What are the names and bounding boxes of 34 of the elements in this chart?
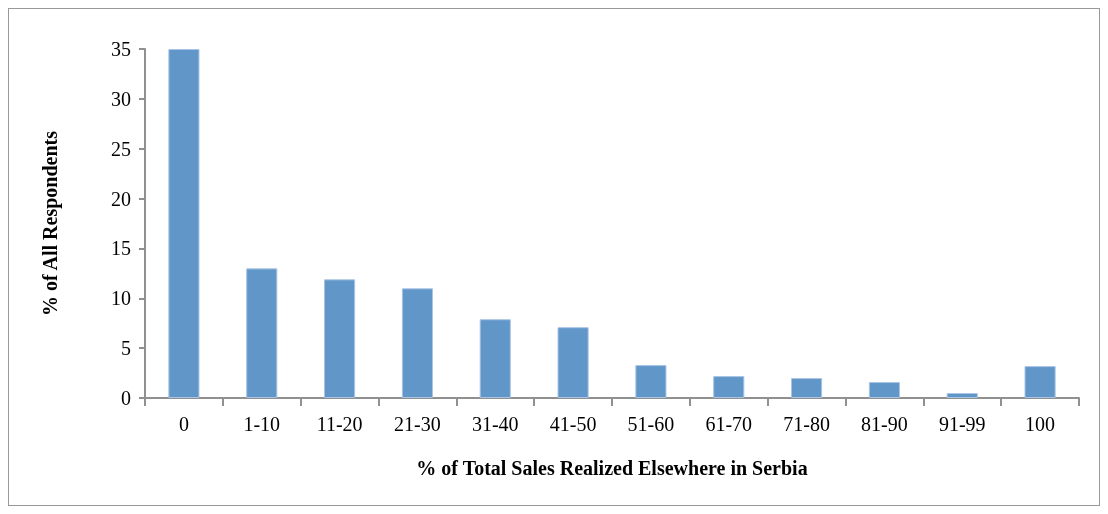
bar bbox=[246, 268, 278, 398]
bar bbox=[713, 376, 745, 398]
y-tick-label: 10 bbox=[111, 287, 131, 310]
x-tick-label: 21-30 bbox=[394, 413, 441, 435]
x-tick-label: 100 bbox=[1025, 413, 1056, 435]
x-axis-title: % of Total Sales Realized Elsewhere in Serbia bbox=[416, 457, 808, 479]
x-tick-label: 11-20 bbox=[316, 413, 363, 435]
y-tick-label: 35 bbox=[111, 38, 131, 60]
bar bbox=[635, 365, 667, 398]
bar bbox=[946, 393, 978, 398]
x-tick-label: 1-10 bbox=[243, 413, 281, 435]
bar bbox=[791, 378, 823, 398]
y-axis-title: % of All Respondents bbox=[39, 130, 62, 317]
y-tick-label: 15 bbox=[111, 237, 131, 260]
bar bbox=[401, 288, 433, 398]
x-tick-label: 71-80 bbox=[783, 413, 830, 435]
bar bbox=[1024, 366, 1056, 398]
bar bbox=[324, 279, 356, 398]
x-tick-label: 0 bbox=[178, 413, 189, 435]
y-tick-label: 25 bbox=[111, 137, 131, 160]
y-tick-label: 0 bbox=[121, 387, 131, 409]
x-tick-label: 61-70 bbox=[705, 413, 753, 435]
y-tick-label: 5 bbox=[121, 337, 131, 360]
y-tick-label: 30 bbox=[111, 87, 131, 110]
bar bbox=[557, 327, 589, 398]
x-tick-label: 41-50 bbox=[549, 413, 597, 435]
y-tick-label: 20 bbox=[111, 187, 131, 210]
bar bbox=[868, 382, 900, 398]
x-tick-label: 91-99 bbox=[938, 413, 986, 435]
x-tick-label: 81-90 bbox=[861, 413, 908, 435]
x-tick-label: 51-60 bbox=[627, 413, 675, 435]
bar bbox=[168, 49, 200, 398]
bar bbox=[479, 319, 511, 398]
x-tick-label: 31-40 bbox=[471, 413, 519, 435]
